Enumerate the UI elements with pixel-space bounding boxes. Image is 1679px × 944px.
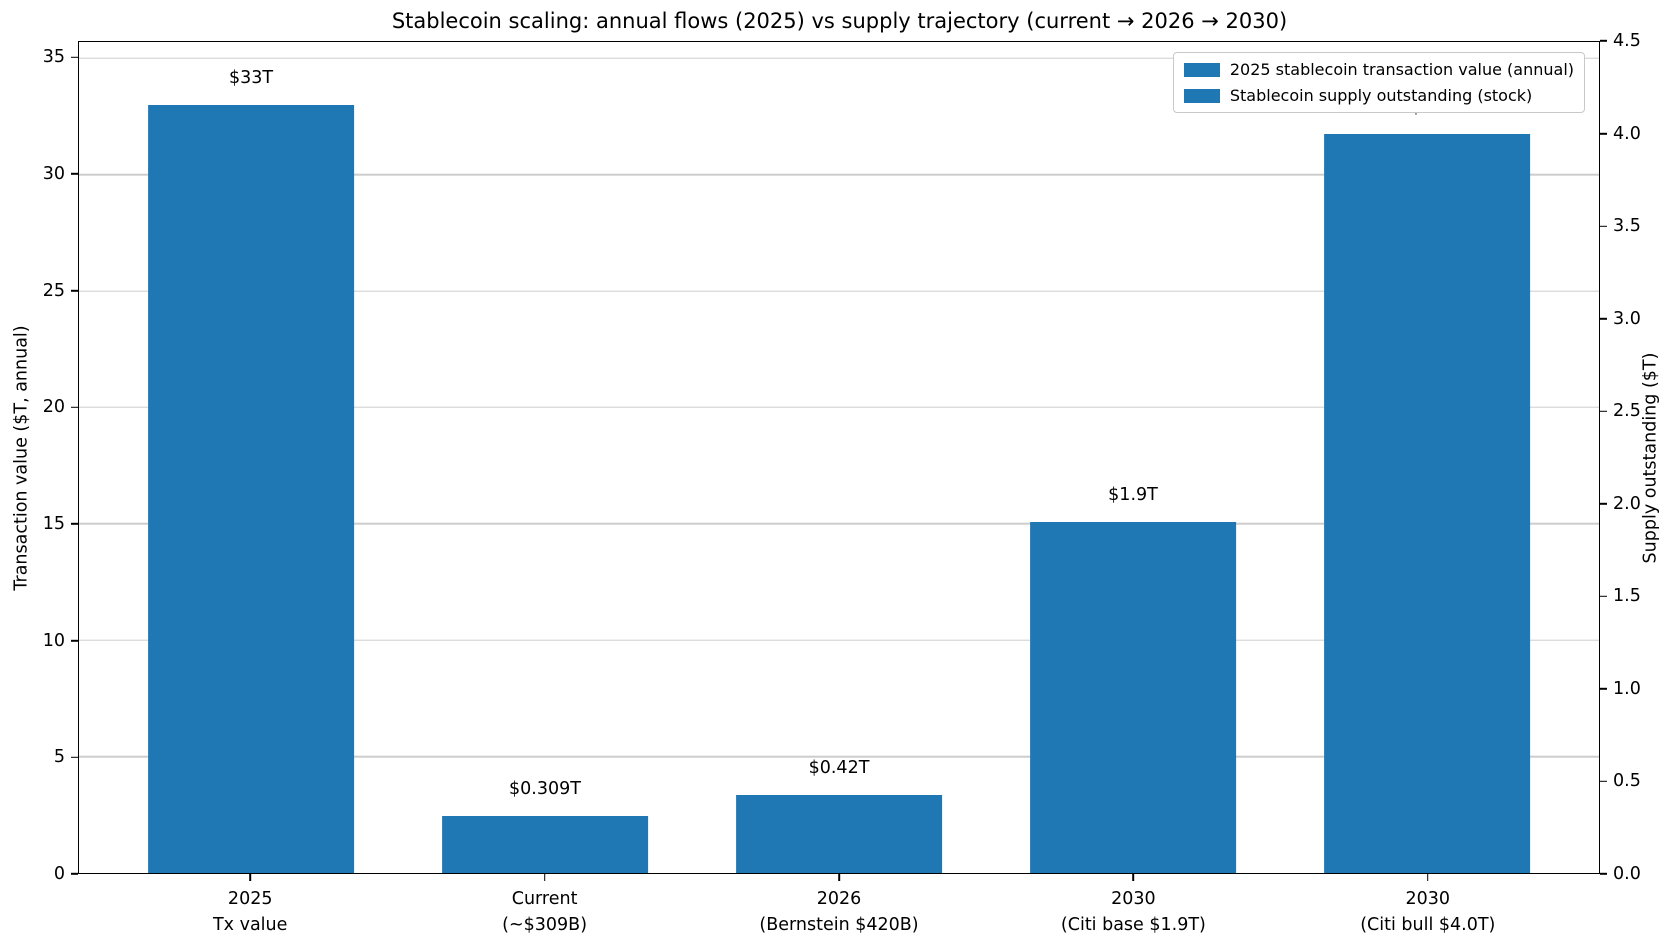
x-tick-label-5: 2030 (Citi bull $4.0T) (1360, 886, 1495, 939)
y-tick-label-right-3.5: 3.5 (1613, 216, 1641, 237)
bar-3 (736, 795, 942, 873)
y-tick-label-right-4.5: 4.5 (1613, 31, 1641, 51)
y-tick-mark-left-10 (71, 639, 78, 642)
y-tick-label-left-0: 0 (53, 864, 65, 884)
y-tick-mark-left-20 (71, 406, 78, 409)
y-tick-mark-right-2.5 (1600, 410, 1607, 413)
bar-5 (1324, 134, 1530, 873)
y-tick-mark-left-35 (71, 56, 78, 59)
x-tick-label-line1: 2026 (816, 889, 862, 909)
gridline-15 (79, 523, 1599, 525)
gridline-20 (79, 406, 1599, 409)
bar-value-label-3: $0.42T (808, 758, 870, 779)
y-tick-label-left-20: 20 (42, 397, 65, 418)
x-tick-label-line1: Current (511, 889, 578, 909)
x-tick-label-1: 2025 Tx value (213, 886, 287, 939)
legend-label-transaction-value: 2025 stablecoin transaction value (annua… (1229, 60, 1574, 79)
gridline-5 (79, 755, 1599, 758)
gridline-30 (79, 173, 1599, 176)
y-tick-mark-right-3.5 (1600, 225, 1607, 227)
y-tick-mark-left-25 (71, 289, 78, 292)
y-tick-mark-right-0.0 (1600, 873, 1607, 875)
x-tick-label-4: 2030 (Citi base $1.9T) (1061, 886, 1206, 939)
bar-value-label-4: $1.9T (1108, 485, 1158, 506)
x-tick-label-line2: (Citi bull $4.0T) (1360, 915, 1496, 936)
x-tick-mark-2 (543, 874, 546, 881)
plot-area: 2025 stablecoin transaction value (annua… (78, 41, 1600, 874)
x-tick-label-3: 2026 (Bernstein $420B) (759, 886, 918, 939)
legend-swatch-transaction-value (1183, 62, 1220, 77)
y-tick-mark-left-30 (71, 173, 78, 175)
x-tick-mark-1 (249, 874, 251, 881)
y-tick-mark-right-4.5 (1600, 40, 1607, 42)
x-tick-label-line2: Tx value (212, 915, 288, 936)
y-tick-label-right-4.0: 4.0 (1613, 123, 1641, 144)
y-tick-mark-right-0.5 (1600, 780, 1607, 783)
legend-item-supply-outstanding: Stablecoin supply outstanding (stock) (1183, 86, 1574, 105)
gridline-10 (79, 639, 1599, 641)
y-tick-label-right-1.5: 1.5 (1613, 586, 1641, 607)
x-tick-label-2: Current (~$309B) (502, 886, 587, 939)
y-axis-right: 0.0 0.5 1.0 1.5 2.0 2.5 3.0 3.5 4.0 4.5 (1600, 31, 1679, 884)
y-tick-label-right-3.0: 3.0 (1613, 308, 1641, 329)
y-tick-mark-right-1.5 (1600, 595, 1607, 598)
y-tick-mark-left-5 (71, 756, 78, 759)
x-tick-mark-5 (1426, 874, 1429, 881)
x-tick-mark-4 (1132, 874, 1135, 881)
x-tick-label-line1: 2030 (1405, 889, 1451, 909)
x-tick-label-line2: (Citi base $1.9T) (1060, 915, 1206, 936)
gridline-25 (79, 290, 1599, 292)
y-tick-label-right-0.0: 0.0 (1613, 864, 1641, 884)
bar-2 (442, 815, 648, 873)
y-tick-label-right-2.5: 2.5 (1613, 401, 1641, 422)
y-tick-label-left-35: 35 (42, 47, 65, 68)
y-tick-label-left-10: 10 (42, 630, 65, 651)
bar-1 (148, 104, 354, 873)
x-tick-mark-3 (838, 874, 840, 881)
y-tick-label-right-0.5: 0.5 (1613, 771, 1641, 792)
y-tick-mark-right-2.0 (1600, 502, 1607, 505)
y-tick-label-left-5: 5 (53, 747, 65, 768)
y-axis-left: 0 5 10 15 20 25 30 35 (0, 41, 78, 884)
y-tick-label-right-2.0: 2.0 (1613, 493, 1641, 514)
y-tick-mark-right-3.0 (1600, 317, 1607, 320)
x-tick-label-line1: 2030 (1111, 889, 1156, 909)
y-tick-label-right-1.0: 1.0 (1613, 678, 1641, 699)
legend: 2025 stablecoin transaction value (annua… (1172, 52, 1585, 113)
y-tick-mark-right-1.0 (1600, 688, 1607, 690)
y-tick-label-left-25: 25 (42, 280, 65, 301)
y-tick-label-left-30: 30 (42, 164, 65, 184)
y-tick-label-left-15: 15 (42, 514, 65, 534)
x-axis: 2025 Tx value Current (~$309B) 2026 (Bernstei… (78, 874, 1600, 944)
x-tick-label-line2: (~$309B) (502, 915, 588, 936)
x-tick-label-line2: (Bernstein $420B) (759, 915, 919, 936)
legend-item-transaction-value: 2025 stablecoin transaction value (annua… (1183, 60, 1574, 79)
legend-swatch-supply-outstanding (1183, 88, 1220, 103)
y-tick-mark-right-4.0 (1600, 132, 1607, 135)
bar-value-label-2: $0.309T (509, 778, 581, 799)
x-tick-label-line1: 2025 (227, 889, 273, 909)
chart-title: Stablecoin scaling: annual flows (2025) … (391, 9, 1288, 33)
bar-4 (1030, 522, 1236, 873)
y-tick-mark-left-15 (71, 523, 78, 525)
gridline-35 (79, 57, 1599, 59)
legend-label-supply-outstanding: Stablecoin supply outstanding (stock) (1229, 86, 1533, 105)
bar-value-label-1: $33T (228, 67, 274, 88)
y-tick-mark-left-0 (71, 873, 78, 875)
